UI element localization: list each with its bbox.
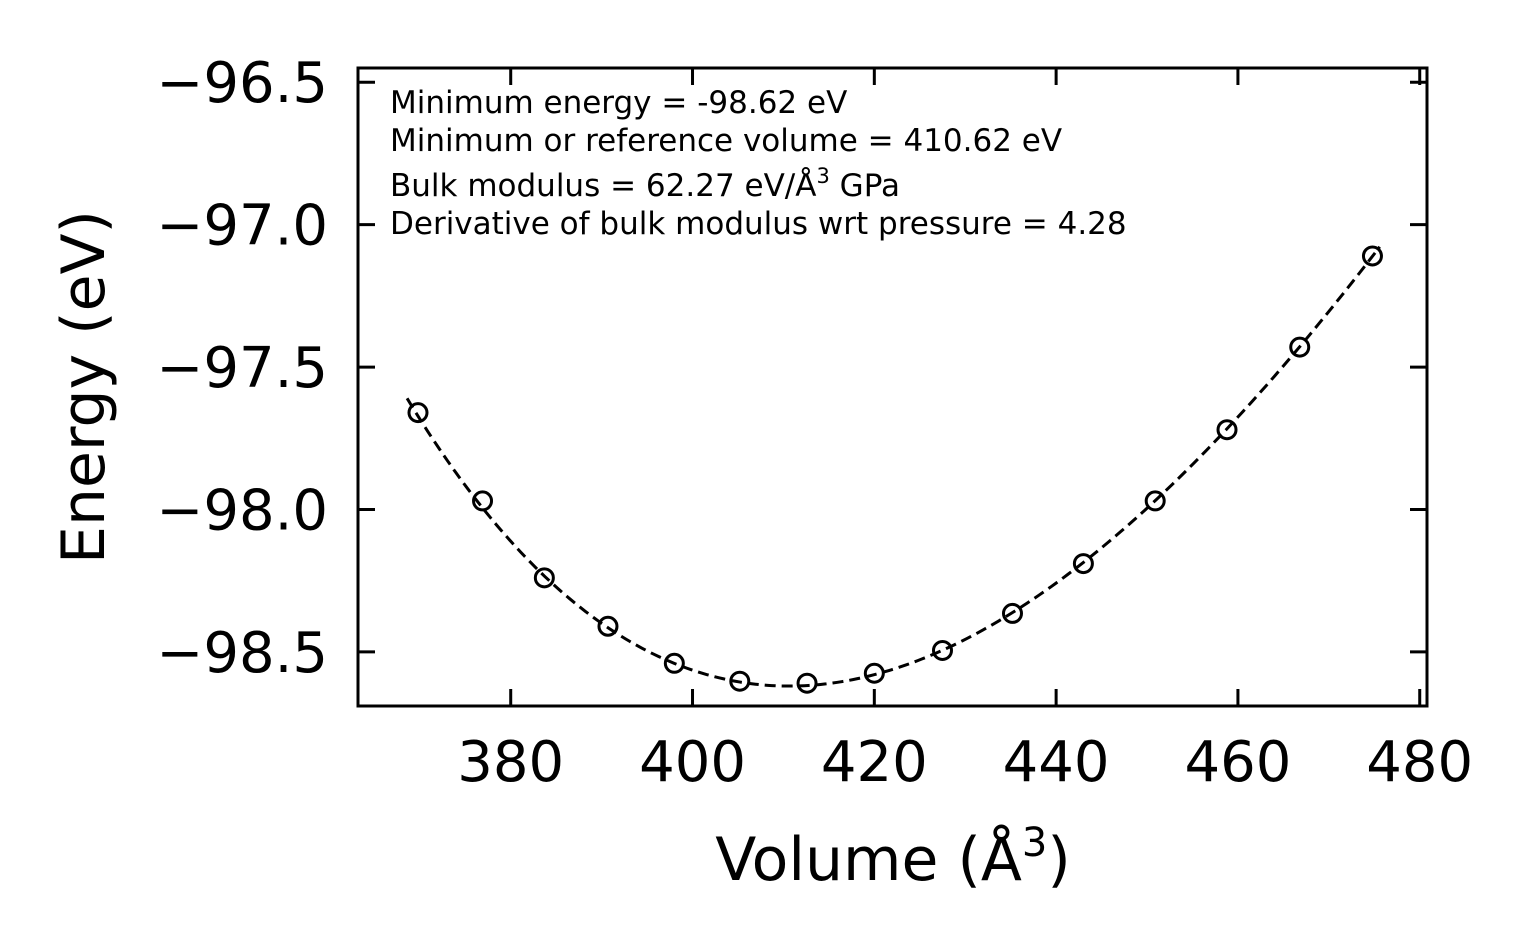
annotation-bulk-derivative: Derivative of bulk modulus wrt pressure … — [390, 206, 1127, 242]
axis-ticks — [358, 68, 1427, 706]
data-point — [533, 567, 555, 589]
fit-curve — [405, 245, 1381, 688]
data-point — [1072, 553, 1094, 575]
annotation-bulk-modulus-text: Bulk modulus = 62.27 eV/Å — [390, 168, 816, 204]
data-point — [472, 490, 494, 512]
x-tick-label: 460 — [1184, 730, 1291, 795]
y-tick-label: −97.5 — [156, 336, 328, 401]
data-point — [597, 615, 619, 637]
x-axis-label-sup: 3 — [1022, 820, 1047, 866]
data-point — [1001, 602, 1023, 624]
data-point — [729, 670, 751, 692]
data-point — [407, 402, 429, 424]
fit-curve-layer — [405, 245, 1381, 688]
y-tick-label: −97.0 — [156, 194, 328, 259]
data-point — [1216, 419, 1238, 441]
data-point — [796, 672, 818, 694]
x-axis-label: Volume (Å3) — [715, 820, 1071, 895]
plot-frame — [356, 66, 1429, 708]
y-tick-labels: −96.5 −97.0 −97.5 −98.0 −98.5 — [156, 51, 328, 686]
annotation-bulk-modulus-sup: 3 — [816, 164, 829, 188]
data-point — [1361, 245, 1383, 267]
data-point — [1144, 490, 1166, 512]
x-tick-label: 400 — [639, 730, 746, 795]
data-point — [1289, 336, 1311, 358]
y-tick-label: −98.5 — [156, 621, 328, 686]
x-tick-label: 480 — [1366, 730, 1473, 795]
annotation-box: Minimum energy = -98.62 eV Minimum or re… — [390, 85, 1127, 242]
data-point — [931, 639, 953, 661]
x-tick-label: 420 — [821, 730, 928, 795]
data-points-layer — [407, 245, 1383, 694]
data-point — [863, 662, 885, 684]
annotation-bulk-modulus: Bulk modulus = 62.27 eV/Å3 GPa — [390, 164, 900, 204]
x-tick-labels: 380 400 420 440 460 480 — [457, 730, 1473, 795]
data-point — [663, 652, 685, 674]
x-tick-label: 440 — [1003, 730, 1110, 795]
x-axis-label-text: Volume (Å — [715, 824, 1022, 895]
annotation-min-energy: Minimum energy = -98.62 eV — [390, 85, 847, 121]
annotation-ref-volume: Minimum or reference volume = 410.62 eV — [390, 123, 1062, 159]
annotation-bulk-modulus-unit: GPa — [830, 168, 900, 204]
y-tick-label: −98.0 — [156, 478, 328, 543]
x-axis-label-close: ) — [1047, 825, 1070, 895]
y-axis-label: Energy (eV) — [49, 210, 119, 564]
x-tick-label: 380 — [457, 730, 564, 795]
y-tick-label: −96.5 — [156, 51, 328, 116]
